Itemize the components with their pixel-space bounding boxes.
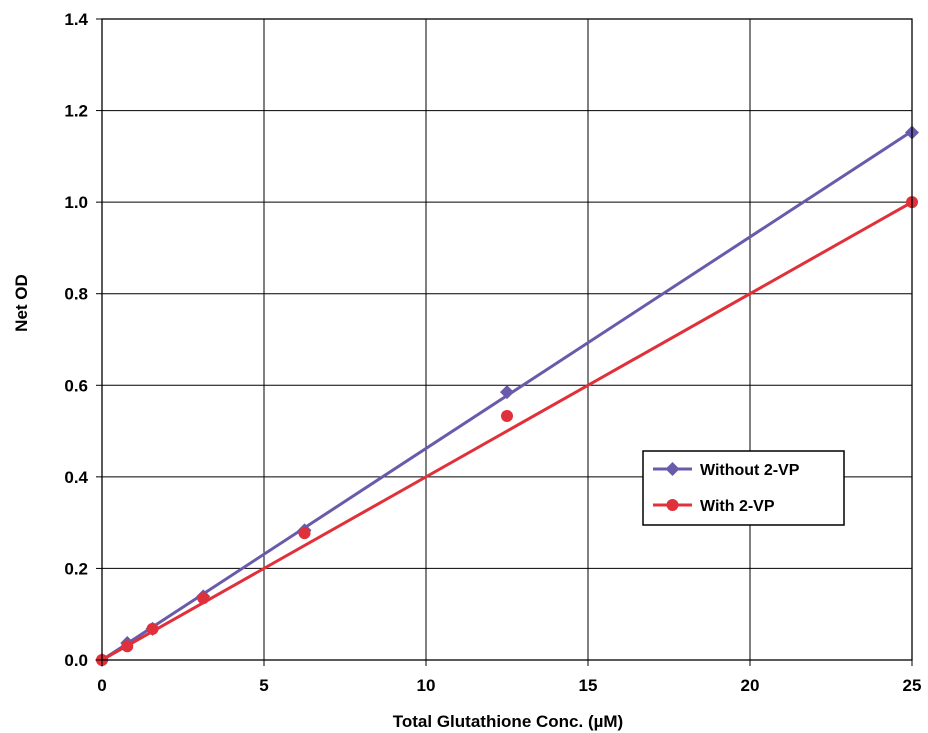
- y-tick-label: 0.0: [64, 651, 88, 670]
- series-layer: [95, 125, 919, 667]
- y-tick-label: 0.6: [64, 376, 88, 395]
- tick-labels: 0 5 10 15 20 25 0.0 0.2 0.4 0.6 0.8 1.0 1.2 1.4: [64, 10, 921, 695]
- y-tick-label: 0.4: [64, 468, 88, 487]
- y-tick-label: 1.4: [64, 10, 88, 29]
- data-point-with-2-vp: [298, 527, 311, 540]
- legend: Without 2-VP With 2-VP: [642, 450, 845, 526]
- x-tick-label: 0: [97, 676, 106, 695]
- x-axis-title: Total Glutathione Conc. (µM): [393, 712, 623, 731]
- y-tick-label: 1.2: [64, 102, 88, 121]
- legend-label-with-2vp: With 2-VP: [700, 498, 775, 515]
- data-point-with-2-vp: [146, 622, 159, 635]
- y-axis-title: Net OD: [12, 274, 31, 332]
- data-point-with-2-vp: [197, 592, 210, 605]
- plot-frame: [101, 18, 913, 661]
- y-tick-label: 0.8: [64, 285, 88, 304]
- series-with-2-vp: [96, 196, 918, 666]
- legend-marker-with-2vp: [666, 499, 679, 511]
- data-point-without-2-vp: [500, 385, 514, 400]
- legend-marker-without-2vp: [665, 462, 680, 476]
- legend-label-without-2vp: Without 2-VP: [700, 462, 800, 479]
- x-tick-label: 10: [417, 676, 436, 695]
- y-tick-label: 0.2: [64, 559, 88, 578]
- data-point-with-2-vp: [501, 409, 513, 422]
- series-line-with-2-vp: [101, 200, 913, 662]
- grid: [101, 18, 913, 661]
- x-tick-label: 25: [903, 676, 922, 695]
- x-tick-label: 15: [579, 676, 598, 695]
- data-point-with-2-vp: [121, 640, 134, 653]
- series-without-2-vp: [95, 125, 919, 667]
- x-tick-label: 5: [259, 676, 268, 695]
- x-tick-label: 20: [741, 676, 760, 695]
- y-tick-label: 1.0: [64, 193, 88, 212]
- legend-box: [642, 450, 845, 526]
